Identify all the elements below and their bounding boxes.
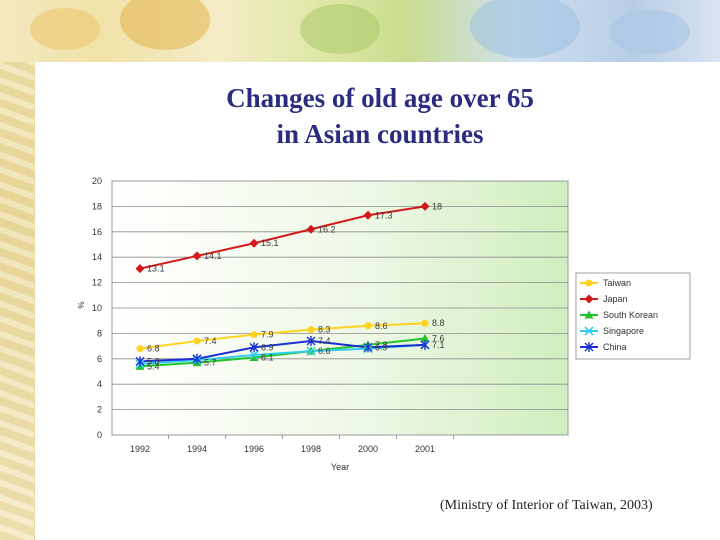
point-marker: [192, 251, 202, 261]
point-marker: [250, 331, 258, 339]
leaf-shape: [30, 8, 100, 50]
y-tick-label: 12: [92, 278, 102, 288]
series-line: [139, 337, 426, 368]
point-marker: [306, 336, 316, 347]
title-line-2: in Asian countries: [276, 119, 484, 149]
legend-entry: Taiwan: [603, 278, 631, 288]
point-marker: [249, 350, 259, 360]
decorative-left-bar: [0, 0, 34, 540]
point-marker: [249, 353, 259, 362]
x-tick-label: 1994: [187, 444, 207, 454]
point-marker: [135, 356, 145, 367]
x-tick-label: 1996: [244, 444, 264, 454]
y-tick-label: 0: [97, 430, 102, 440]
data-label: 6.8: [147, 344, 160, 354]
data-label: 6.1: [261, 353, 274, 363]
y-tick-label: 16: [92, 227, 102, 237]
y-tick-label: 14: [92, 252, 102, 262]
series-line: [139, 340, 426, 363]
point-marker: [584, 326, 594, 336]
legend-entry: China: [603, 342, 627, 352]
series-lines: [139, 205, 426, 368]
x-tick-label: 2000: [358, 444, 378, 454]
slide-title: Changes of old age over 65 in Asian coun…: [170, 80, 590, 152]
decorative-top-band: [0, 0, 720, 62]
point-marker: [420, 339, 430, 350]
legend-entry: Japan: [603, 294, 628, 304]
y-tick-label: 18: [92, 201, 102, 211]
data-label: 7.4: [318, 336, 331, 346]
y-axis-tick-labels: 0 2 4 6 8 10 12 14 16 18 20: [92, 176, 102, 440]
data-label: 7.9: [261, 330, 274, 340]
x-axis-label: Year: [331, 462, 349, 472]
x-tick-label: 2001: [415, 444, 435, 454]
data-label: 16.2: [318, 224, 336, 234]
legend: Taiwan Japan South Korean Singapore China: [575, 272, 691, 360]
point-marker: [192, 353, 202, 364]
data-labels: 6.8 7.4 7.9 8.3 8.6 8.8 13.1 14.1 15.1 16.2 17.3 18…: [147, 201, 445, 371]
point-marker: [363, 342, 373, 353]
point-marker: [584, 310, 594, 319]
data-label: 17.3: [375, 210, 393, 220]
series-markers: [135, 201, 430, 370]
legend-entry: Singapore: [603, 326, 644, 336]
point-marker: [307, 326, 315, 334]
y-tick-label: 8: [97, 328, 102, 338]
y-tick-label: 2: [97, 405, 102, 415]
data-label: 5.4: [147, 361, 160, 371]
series-line: [139, 322, 426, 350]
title-line-1: Changes of old age over 65: [226, 83, 534, 113]
series-line: [139, 205, 426, 270]
y-axis-label: %: [77, 301, 86, 308]
point-marker: [420, 333, 430, 342]
data-label: 8.8: [432, 318, 445, 328]
x-axis-tick-labels: 1992 1994 1996 1998 2000 2001: [130, 435, 454, 454]
series-line: [139, 343, 426, 365]
point-marker: [420, 201, 430, 211]
data-label: 8.3: [318, 325, 331, 335]
point-marker: [135, 264, 145, 274]
point-marker: [585, 279, 593, 287]
data-label: 6.9: [261, 342, 274, 352]
point-marker: [306, 224, 316, 234]
flower-shape: [610, 10, 690, 54]
y-tick-label: 6: [97, 354, 102, 364]
data-label: 13.1: [147, 264, 165, 274]
flower-shape: [470, 0, 580, 58]
data-label: 7.6: [432, 333, 445, 343]
legend-entry: South Korean: [603, 310, 658, 320]
data-label: 6.6: [318, 346, 331, 356]
data-label: 6.9: [375, 342, 388, 352]
data-label: 7.3: [375, 340, 388, 350]
data-label: 7.1: [432, 340, 445, 350]
x-tick-label: 1998: [301, 444, 321, 454]
point-marker: [193, 337, 201, 345]
data-label: 7.4: [204, 336, 217, 346]
leaf-shape: [120, 0, 210, 50]
point-marker: [584, 294, 594, 304]
point-marker: [584, 342, 594, 352]
data-label: 18: [432, 201, 442, 211]
divider: [34, 62, 35, 540]
data-label: 15.1: [261, 238, 279, 248]
x-tick-label: 1992: [130, 444, 150, 454]
point-marker: [421, 319, 429, 327]
point-marker: [136, 345, 144, 353]
data-label: 14.1: [204, 251, 222, 261]
data-label: 5.7: [204, 358, 217, 368]
source-citation: (Ministry of Interior of Taiwan, 2003): [440, 498, 653, 513]
y-tick-label: 20: [92, 176, 102, 186]
data-label: 5.8: [147, 356, 160, 366]
point-marker: [363, 210, 373, 220]
leaf-shape: [300, 4, 380, 54]
y-tick-label: 4: [97, 379, 102, 389]
y-tick-label: 10: [92, 303, 102, 313]
point-marker: [249, 342, 259, 353]
point-marker: [364, 322, 372, 330]
data-label: 8.6: [375, 321, 388, 331]
point-marker: [306, 346, 316, 356]
point-marker: [249, 238, 259, 248]
